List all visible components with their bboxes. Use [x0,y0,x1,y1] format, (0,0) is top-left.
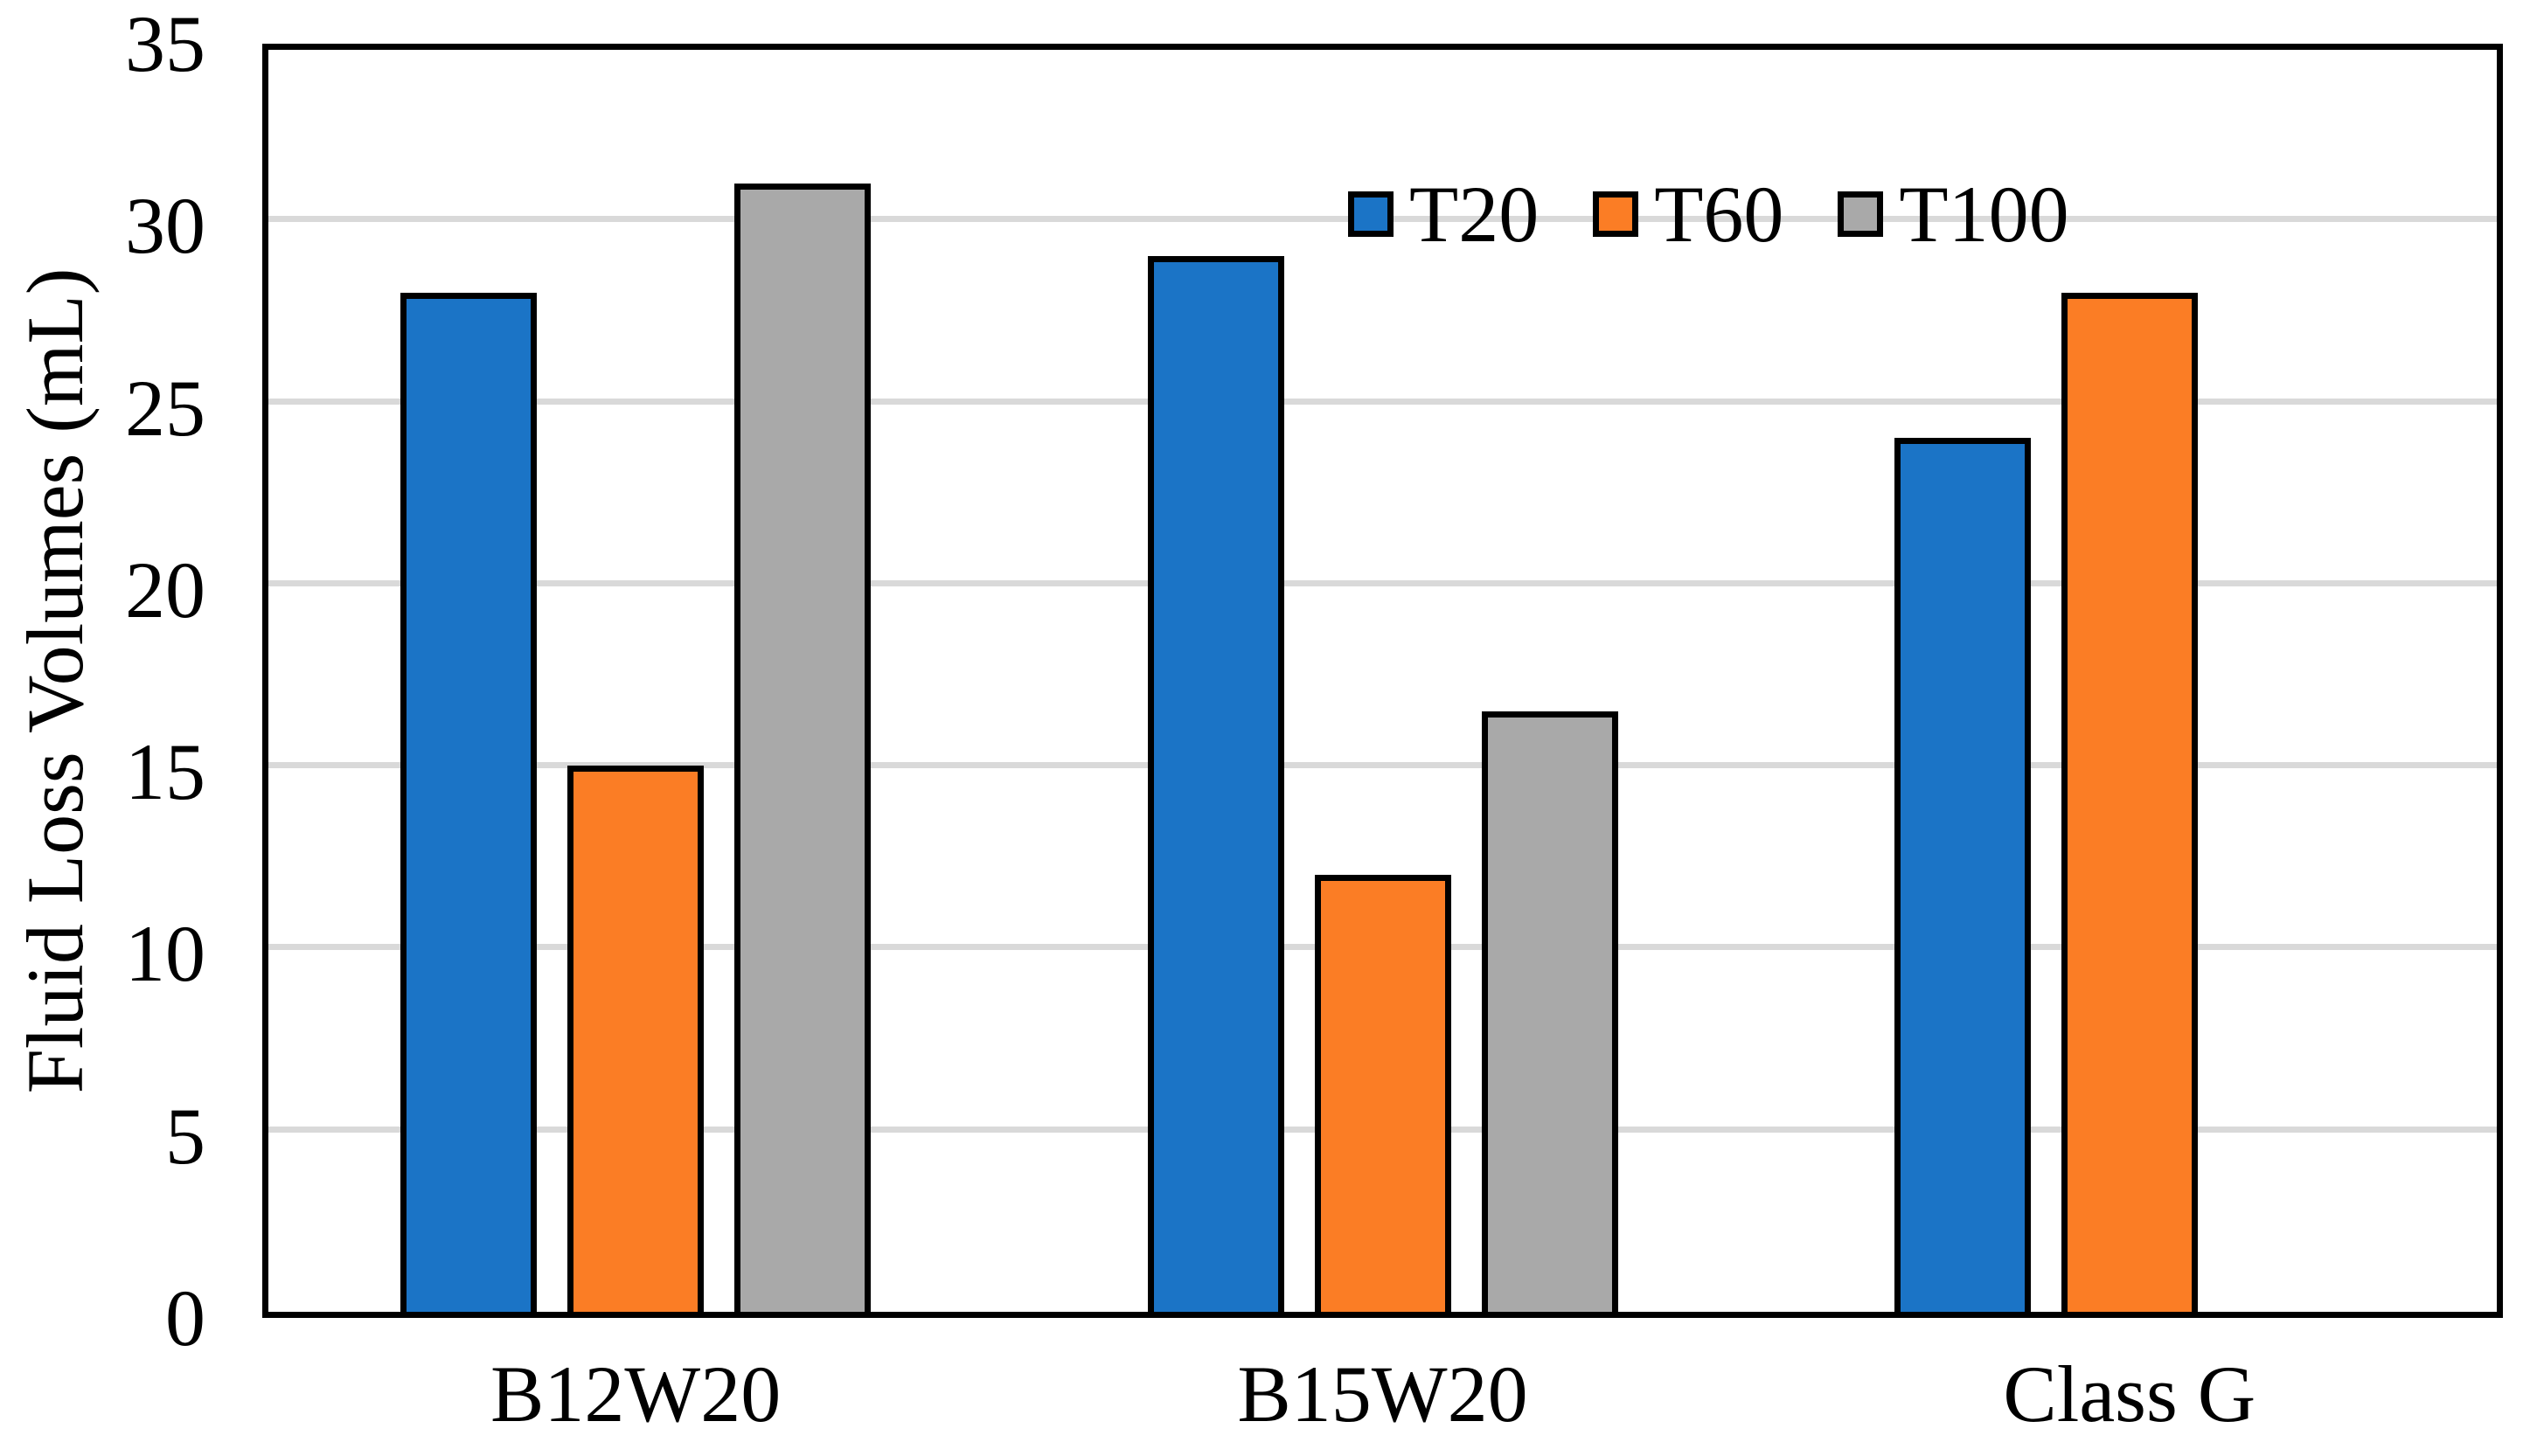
bar-T20-Class-G [1894,438,2031,1312]
legend-label: T20 [1409,170,1540,259]
y-tick-label-15: 15 [125,727,205,817]
bar-T60-B12W20 [567,766,705,1312]
legend-swatch-icon [1348,191,1394,237]
bar-T100-B12W20 [734,183,872,1312]
y-tick-label-25: 25 [125,363,205,453]
legend-label: T60 [1654,170,1784,259]
y-tick-label-20: 20 [125,544,205,634]
bar-T60-Class-G [2061,292,2198,1312]
legend-swatch-icon [1593,191,1639,237]
y-tick-label-35: 35 [125,0,205,88]
legend-label: T100 [1899,170,2069,259]
legend-swatch-icon [1838,191,1884,237]
x-label-B15W20: B15W20 [1237,1349,1528,1439]
bar-T60-B15W20 [1314,875,1451,1312]
legend-item-T100: T100 [1838,170,2069,259]
legend: T20 T60 T100 [1348,174,2069,254]
x-label-Class-G: Class G [2003,1349,2256,1439]
x-label-B12W20: B12W20 [490,1349,782,1439]
plot-area: T20 T60 T100 [262,44,2503,1318]
legend-item-T60: T60 [1593,174,1783,254]
y-tick-label-5: 5 [165,1091,205,1181]
gridline-25 [268,398,2497,405]
bar-T20-B15W20 [1147,255,1284,1312]
gridline-20 [268,579,2497,586]
y-tick-label-0: 0 [165,1273,205,1362]
gridline-15 [268,762,2497,769]
legend-item-T20: T20 [1348,174,1539,254]
y-tick-label-30: 30 [125,181,205,271]
bar-T20-B12W20 [400,292,538,1312]
bar-T100-B15W20 [1481,711,1618,1312]
y-tick-label-10: 10 [125,909,205,999]
